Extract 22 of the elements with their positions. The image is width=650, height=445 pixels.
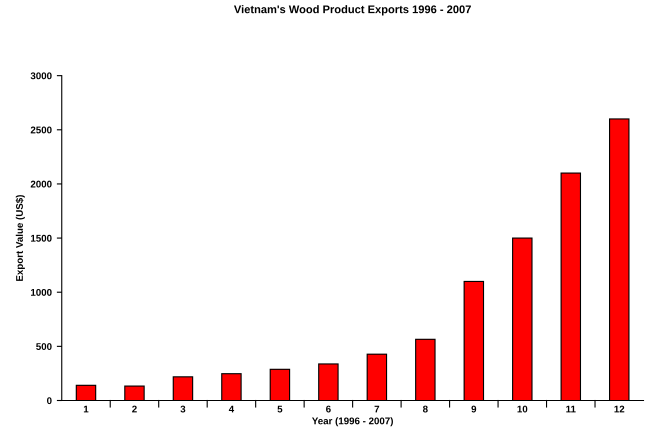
x-tick-label: 1 xyxy=(84,406,88,412)
x-tick-label: 7 xyxy=(374,406,380,412)
y-tick-label: 0 xyxy=(47,397,52,404)
x-tick-label: 5 xyxy=(278,406,282,412)
y-axis-title: Export Value (US$) xyxy=(16,195,25,281)
x-tick-label: 11 xyxy=(566,406,576,412)
y-tick-label: 1500 xyxy=(31,234,52,242)
y-tick-label: 2000 xyxy=(30,180,52,188)
y-tick-label: 2500 xyxy=(30,126,52,134)
x-tick-label: 3 xyxy=(180,406,186,413)
x-tick-label: 10 xyxy=(518,406,528,412)
y-tick-label: 500 xyxy=(36,343,52,350)
y-tick-label: 3000 xyxy=(30,72,52,80)
x-tick-label: 8 xyxy=(422,406,428,412)
chart-title: Vietnam's Wood Product Exports 1996 - 2007 xyxy=(234,5,471,16)
x-axis-title: Year (1996 - 2007) xyxy=(312,417,393,426)
x-tick-label: 9 xyxy=(471,406,476,412)
x-tick-label: 6 xyxy=(326,406,331,412)
y-tick-label: 1000 xyxy=(31,288,52,296)
x-tick-label: 12 xyxy=(614,406,624,412)
x-tick-label: 4 xyxy=(228,406,234,412)
x-tick-label: 2 xyxy=(132,406,137,412)
